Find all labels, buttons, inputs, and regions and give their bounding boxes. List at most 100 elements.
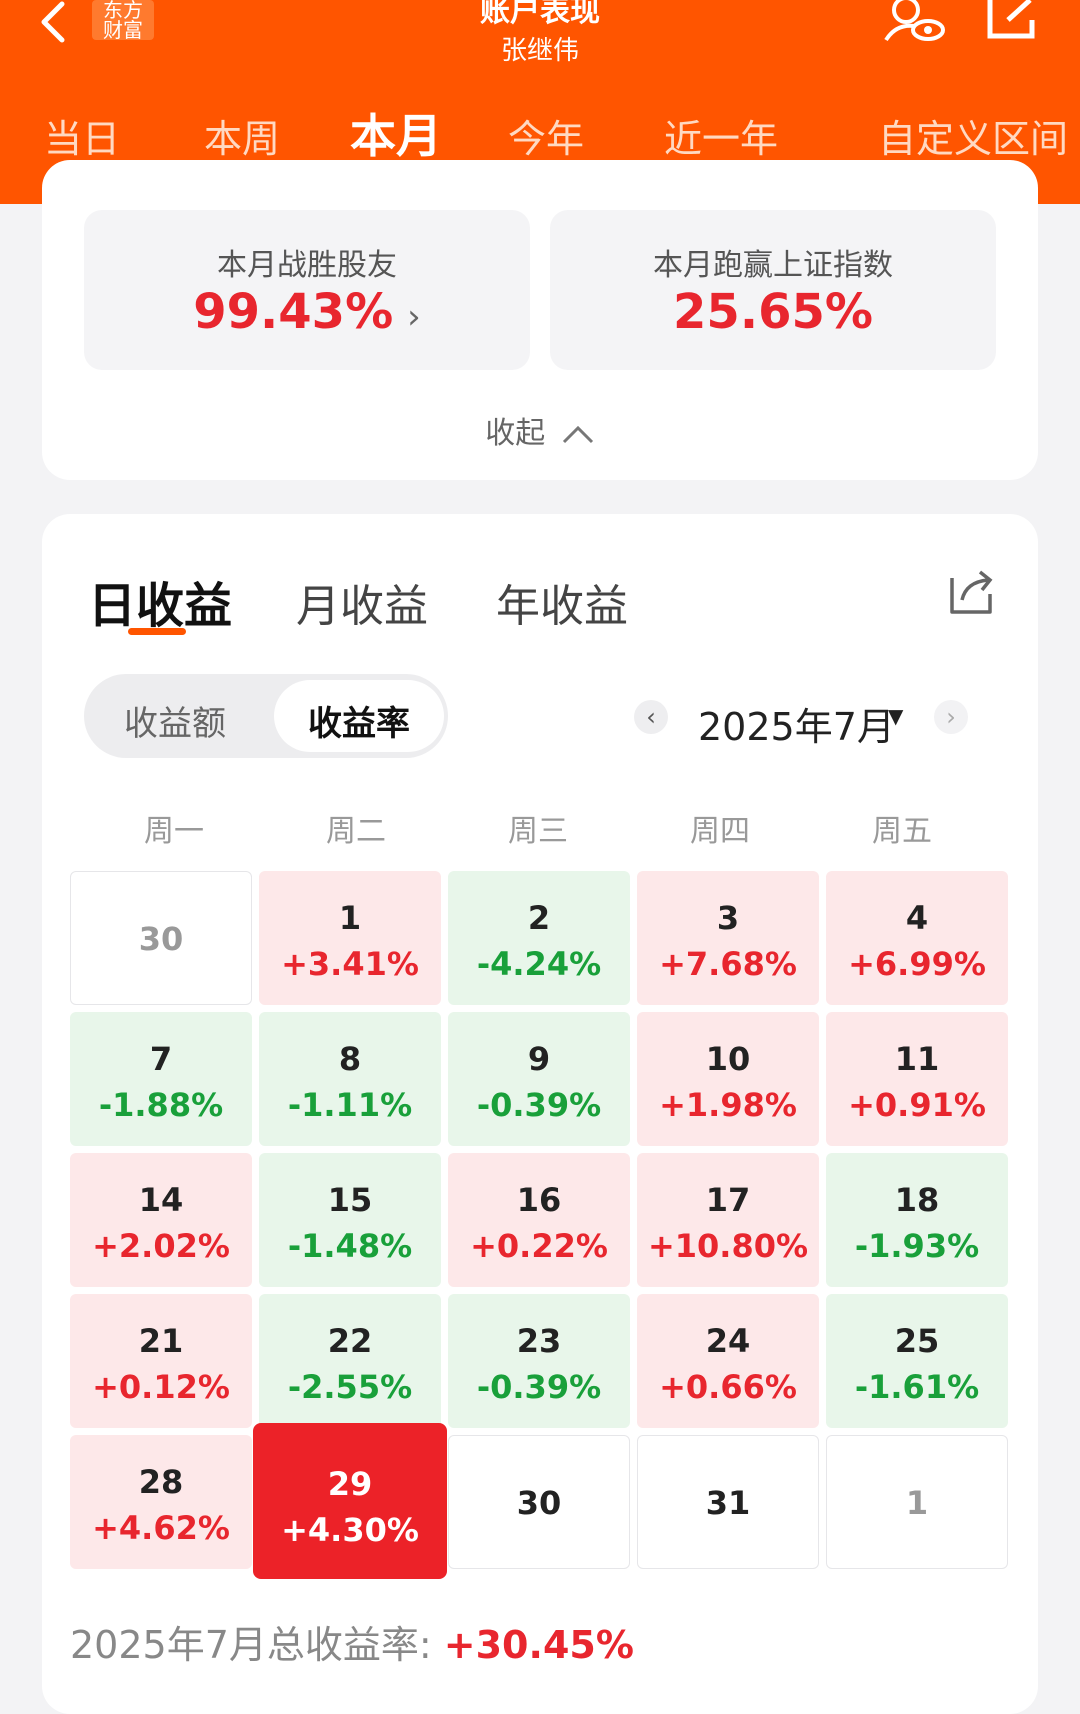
day-number: 22 [327,1322,373,1360]
calendar-day-cell[interactable]: 28 +4.62% [70,1435,252,1569]
toggle-rate[interactable]: 收益率 [308,704,410,744]
calendar-day-cell[interactable]: 21 +0.12% [70,1294,252,1428]
weekday-label: 周五 [872,814,932,849]
calendar-day-cell[interactable]: 15 -1.48% [259,1153,441,1287]
calendar-day-cell[interactable]: 11 +0.91% [826,1012,1008,1146]
day-number: 18 [894,1181,940,1219]
day-number: 8 [338,1040,362,1078]
day-number: 1 [905,1484,929,1522]
calendar-day-cell[interactable]: 17 +10.80% [637,1153,819,1287]
calendar-day-cell[interactable]: 18 -1.93% [826,1153,1008,1287]
calendar-day-cell[interactable]: 9 -0.39% [448,1012,630,1146]
day-return-pct: +0.12% [92,1368,230,1406]
calendar-day-cell[interactable]: 4 +6.99% [826,871,1008,1005]
day-number: 14 [138,1181,184,1219]
day-return-pct: -0.39% [476,1368,602,1406]
calendar-day-cell[interactable]: 23 -0.39% [448,1294,630,1428]
monthly-total-label: 2025年7月总收益率: [70,1623,444,1667]
weekday-label: 周二 [326,814,386,849]
day-return-pct: +6.99% [848,945,986,983]
day-return-pct: +1.98% [659,1086,797,1124]
tab-this-year[interactable]: 今年 [508,117,585,161]
day-number: 10 [705,1040,751,1078]
tab-custom-range[interactable]: 自定义区间 [878,117,1069,161]
day-number: 17 [705,1181,751,1219]
outperform-index-box: 本月跑赢上证指数 25.65% [550,210,996,370]
day-number: 2 [527,899,551,937]
tab-daily-returns[interactable]: 日收益 [88,578,233,634]
calendar-day-cell[interactable]: 30 [448,1435,630,1569]
calendar-day-cell[interactable]: 3 +7.68% [637,871,819,1005]
day-return-pct: +0.22% [470,1227,608,1265]
share-icon[interactable] [986,0,1044,40]
app-logo: 东方 财富 [92,0,154,40]
toggle-selected-pill [274,680,444,752]
prev-month-button[interactable]: ‹ [634,700,668,734]
day-return-pct: +0.91% [848,1086,986,1124]
calendar-day-cell[interactable]: 30 [70,871,252,1005]
weekday-label: 周一 [144,814,204,849]
day-number: 28 [138,1463,184,1501]
day-return-pct: -1.61% [854,1368,980,1406]
weekday-label: 周四 [690,814,750,849]
account-name: 张继伟 [500,36,579,66]
user-eye-icon[interactable] [884,0,946,44]
calendar-day-cell[interactable]: 22 -2.55% [259,1294,441,1428]
day-return-pct: -1.48% [287,1227,413,1265]
day-number: 29 [327,1465,373,1503]
day-number: 24 [705,1322,751,1360]
collapse-toggle[interactable]: 收起 [0,408,1080,452]
caret-down-icon[interactable]: ▼ [888,704,904,728]
tab-past-year[interactable]: 近一年 [664,117,779,161]
day-number: 31 [705,1484,751,1522]
calendar-day-cell[interactable]: 14 +2.02% [70,1153,252,1287]
chevron-left-icon: ‹ [646,703,656,731]
calendar-day-cell[interactable]: 8 -1.11% [259,1012,441,1146]
day-return-pct: +3.41% [281,945,419,983]
day-return-pct: +0.66% [659,1368,797,1406]
day-number: 1 [338,899,362,937]
day-return-pct: -4.24% [476,945,602,983]
collapse-label: 收起 [485,416,546,451]
day-return-pct: +2.02% [92,1227,230,1265]
day-return-pct: -2.55% [287,1368,413,1406]
logo-line-1: 东方 [103,0,143,22]
calendar-day-cell[interactable]: 10 +1.98% [637,1012,819,1146]
toggle-amount[interactable]: 收益额 [124,704,226,744]
day-return-pct: -1.93% [854,1227,980,1265]
calendar-day-cell[interactable]: 29 +4.30% [253,1423,447,1579]
day-number: 30 [516,1484,562,1522]
tab-this-month[interactable]: 本月 [350,109,442,163]
calendar-day-cell[interactable]: 1 +3.41% [259,871,441,1005]
calendar-day-cell[interactable]: 7 -1.88% [70,1012,252,1146]
day-return-pct: +4.30% [281,1511,419,1549]
day-number: 16 [516,1181,562,1219]
day-return-pct: -1.11% [287,1086,413,1124]
calendar-day-cell[interactable]: 25 -1.61% [826,1294,1008,1428]
tab-yearly-returns[interactable]: 年收益 [496,581,628,632]
logo-line-2: 财富 [103,18,143,40]
weekday-label: 周三 [508,814,568,849]
tab-today[interactable]: 当日 [44,117,121,161]
month-selector[interactable]: 2025年7月 [698,705,895,749]
next-month-button[interactable]: › [934,700,968,734]
day-number: 3 [716,899,740,937]
returns-tab-indicator [128,628,186,635]
calendar-day-cell[interactable]: 24 +0.66% [637,1294,819,1428]
calendar-day-cell[interactable]: 2 -4.24% [448,871,630,1005]
day-return-pct: +4.62% [92,1509,230,1547]
day-number: 25 [894,1322,940,1360]
tab-monthly-returns[interactable]: 月收益 [296,581,428,632]
calendar-day-cell[interactable]: 16 +0.22% [448,1153,630,1287]
share-icon[interactable] [948,568,996,616]
outperform-label: 本月跑赢上证指数 [653,248,893,283]
calendar-day-cell[interactable]: 1 [826,1435,1008,1569]
chevron-up-icon [562,425,593,443]
back-arrow-icon[interactable] [30,0,80,50]
chevron-right-icon: › [407,297,421,337]
day-return-pct: +10.80% [647,1227,809,1265]
beat-peers-value: 99.43% › [84,284,530,340]
calendar-day-cell[interactable]: 31 [637,1435,819,1569]
tab-this-week[interactable]: 本周 [204,117,281,161]
beat-peers-box[interactable]: 本月战胜股友 99.43% › [84,210,530,370]
